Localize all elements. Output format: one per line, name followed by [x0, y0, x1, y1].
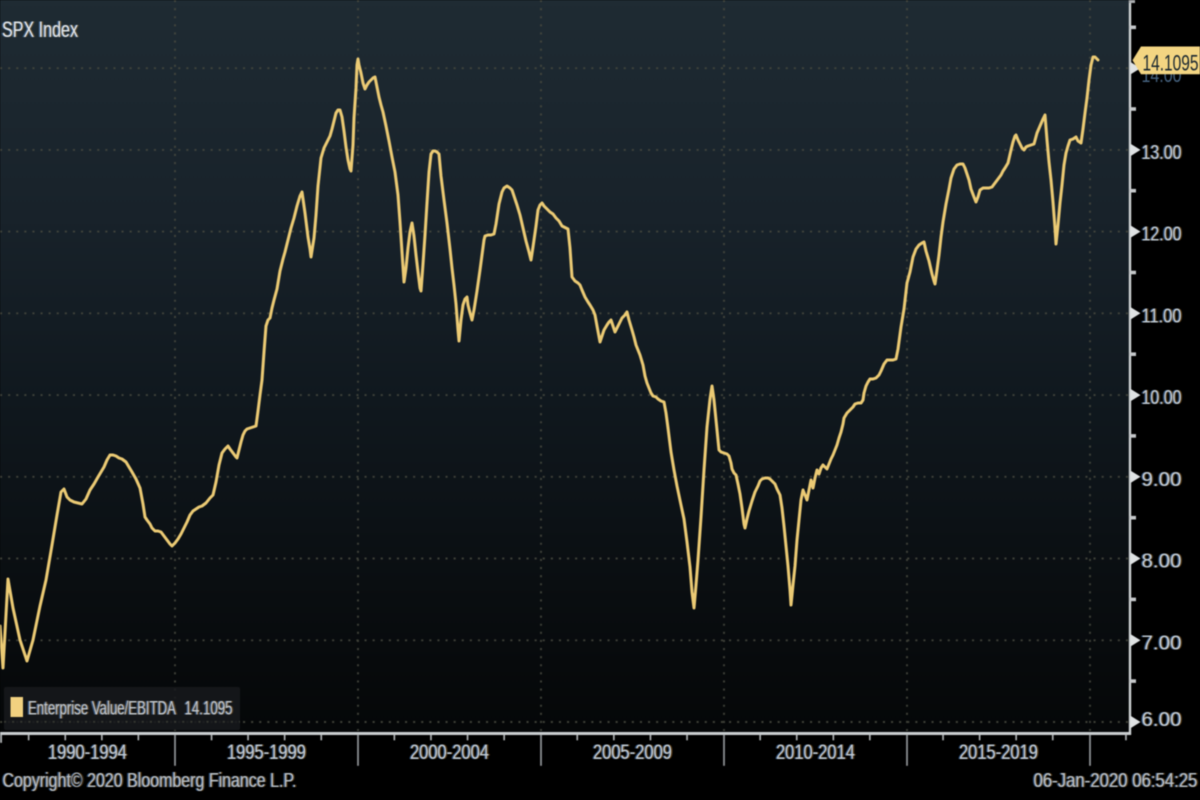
svg-text:8.00: 8.00 — [1143, 550, 1183, 573]
svg-text:14.1095: 14.1095 — [186, 698, 234, 720]
svg-text:2000-2004: 2000-2004 — [411, 741, 490, 764]
svg-text:06-Jan-2020 06:54:25: 06-Jan-2020 06:54:25 — [1034, 770, 1198, 792]
svg-text:12.00: 12.00 — [1142, 223, 1182, 246]
svg-text:9.00: 9.00 — [1143, 468, 1183, 491]
svg-text:Copyright© 2020 Bloomberg Fina: Copyright© 2020 Bloomberg Finance L.P. — [3, 770, 297, 792]
svg-text:1990-1994: 1990-1994 — [47, 741, 126, 764]
svg-text:2010-2014: 2010-2014 — [775, 741, 854, 764]
svg-text:9.00: 9.00 — [1140, 468, 1180, 491]
svg-text:2010-2014: 2010-2014 — [776, 741, 855, 764]
svg-text:Copyright© 2020 Bloomberg Fina: Copyright© 2020 Bloomberg Finance L.P. — [4, 770, 298, 792]
svg-text:10.00: 10.00 — [1140, 386, 1180, 409]
svg-text:1995-1999: 1995-1999 — [227, 741, 306, 764]
svg-text:7.00: 7.00 — [1143, 631, 1183, 654]
svg-text:2005-2009: 2005-2009 — [592, 741, 671, 764]
svg-text:SPX Index: SPX Index — [3, 17, 79, 42]
svg-text:13.00: 13.00 — [1143, 141, 1183, 164]
svg-text:2010-2014: 2010-2014 — [777, 741, 856, 764]
svg-text:2000-2004: 2000-2004 — [410, 741, 489, 764]
svg-text:06-Jan-2020 06:54:25: 06-Jan-2020 06:54:25 — [1032, 770, 1196, 792]
svg-text:10.00: 10.00 — [1142, 386, 1182, 409]
svg-text:14.1095: 14.1095 — [183, 698, 231, 720]
svg-text:2000-2004: 2000-2004 — [409, 741, 488, 764]
svg-text:06-Jan-2020 06:54:25: 06-Jan-2020 06:54:25 — [1035, 770, 1199, 792]
svg-text:11.00: 11.00 — [1142, 304, 1182, 327]
svg-text:Enterprise Value/EBITDA: Enterprise Value/EBITDA — [29, 698, 177, 720]
svg-text:12.00: 12.00 — [1143, 223, 1183, 246]
svg-text:Copyright© 2020 Bloomberg Fina: Copyright© 2020 Bloomberg Finance L.P. — [1, 770, 295, 792]
svg-text:SPX Index: SPX Index — [2, 17, 78, 42]
svg-text:1990-1994: 1990-1994 — [48, 741, 127, 764]
svg-text:13.00: 13.00 — [1142, 141, 1182, 164]
svg-text:Enterprise Value/EBITDA: Enterprise Value/EBITDA — [28, 698, 176, 720]
svg-text:8.00: 8.00 — [1140, 550, 1180, 573]
svg-text:12.00: 12.00 — [1140, 223, 1180, 246]
svg-text:7.00: 7.00 — [1142, 631, 1182, 654]
svg-text:6.00: 6.00 — [1142, 708, 1182, 731]
svg-text:1995-1999: 1995-1999 — [228, 741, 307, 764]
svg-text:11.00: 11.00 — [1143, 304, 1183, 327]
svg-text:Enterprise Value/EBITDA: Enterprise Value/EBITDA — [27, 698, 175, 720]
svg-text:2015-2019: 2015-2019 — [959, 741, 1038, 764]
svg-text:2005-2009: 2005-2009 — [593, 741, 672, 764]
svg-text:10.00: 10.00 — [1143, 386, 1183, 409]
svg-text:8.00: 8.00 — [1142, 550, 1182, 573]
svg-text:14.1095: 14.1095 — [1143, 51, 1199, 76]
svg-text:13.00: 13.00 — [1140, 141, 1180, 164]
svg-text:2015-2019: 2015-2019 — [960, 741, 1039, 764]
svg-text:1995-1999: 1995-1999 — [226, 741, 305, 764]
svg-text:7.00: 7.00 — [1140, 631, 1180, 654]
svg-text:SPX Index: SPX Index — [1, 17, 77, 42]
svg-text:1990-1994: 1990-1994 — [49, 741, 128, 764]
svg-text:6.00: 6.00 — [1143, 708, 1183, 731]
svg-text:2005-2009: 2005-2009 — [594, 741, 673, 764]
svg-text:6.00: 6.00 — [1140, 708, 1180, 731]
svg-text:11.00: 11.00 — [1140, 304, 1180, 327]
svg-text:2015-2019: 2015-2019 — [958, 741, 1037, 764]
svg-text:14.1095: 14.1095 — [185, 698, 233, 720]
svg-text:9.00: 9.00 — [1142, 468, 1182, 491]
